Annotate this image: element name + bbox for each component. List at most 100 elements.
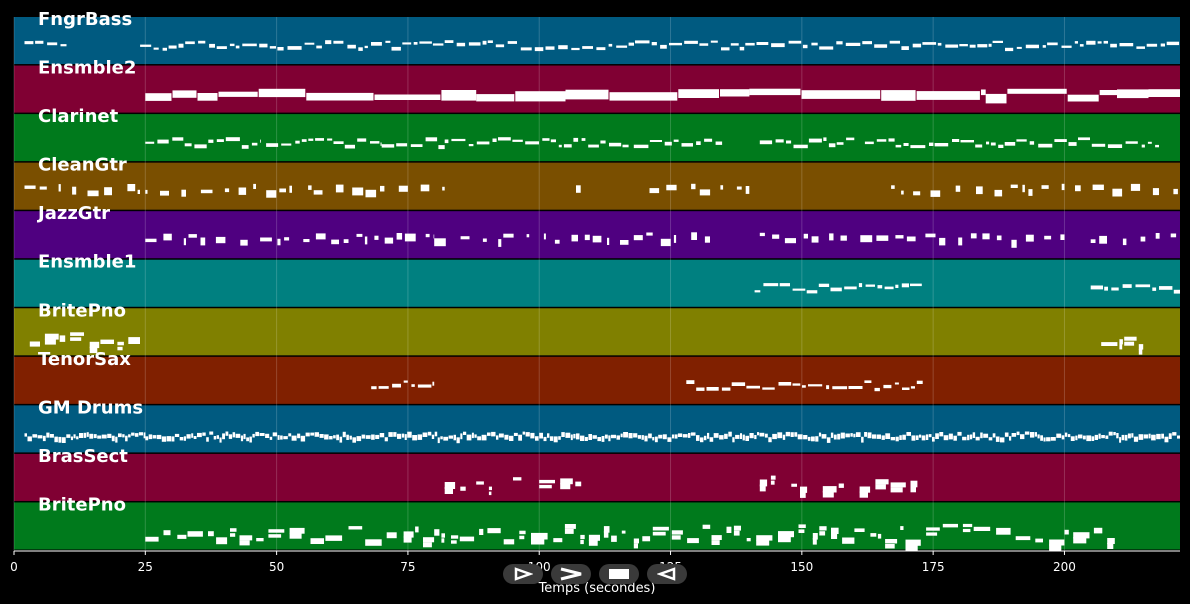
note xyxy=(611,434,616,439)
note xyxy=(1015,536,1031,541)
note xyxy=(986,141,990,145)
note xyxy=(365,539,382,546)
note xyxy=(97,435,102,439)
note xyxy=(186,434,191,439)
note xyxy=(1119,339,1123,345)
note xyxy=(1107,538,1115,544)
note xyxy=(588,539,598,546)
note xyxy=(845,42,861,46)
note xyxy=(530,432,535,439)
note xyxy=(542,138,550,141)
note xyxy=(371,42,382,46)
note xyxy=(375,434,380,439)
note xyxy=(967,434,970,441)
note xyxy=(939,432,944,437)
note xyxy=(58,436,62,443)
note xyxy=(1049,544,1062,551)
note xyxy=(842,537,855,544)
note xyxy=(87,190,99,197)
note xyxy=(988,437,993,441)
note xyxy=(823,137,827,141)
note xyxy=(1107,543,1114,549)
note xyxy=(166,436,171,442)
note xyxy=(197,432,202,438)
note xyxy=(488,491,492,496)
note xyxy=(325,40,332,45)
note xyxy=(905,539,921,546)
note xyxy=(525,141,539,145)
track-band xyxy=(14,308,1180,356)
note xyxy=(937,42,942,46)
note xyxy=(1111,287,1119,291)
note xyxy=(791,483,797,487)
note xyxy=(1024,431,1030,435)
note xyxy=(441,538,445,543)
next-button[interactable] xyxy=(551,564,591,584)
note xyxy=(1119,344,1123,350)
note xyxy=(380,142,382,146)
note xyxy=(711,540,720,545)
note xyxy=(145,238,157,243)
note xyxy=(1011,433,1017,437)
x-axis-title: Temps (secondes) xyxy=(538,581,656,596)
note xyxy=(658,434,663,439)
note xyxy=(860,235,873,243)
note xyxy=(535,436,539,441)
note xyxy=(325,535,343,541)
note xyxy=(596,47,606,51)
note xyxy=(283,436,288,440)
note xyxy=(608,43,613,47)
note xyxy=(526,234,530,238)
note xyxy=(584,234,590,241)
note xyxy=(845,433,850,438)
note xyxy=(339,436,343,443)
note xyxy=(235,433,241,438)
note xyxy=(688,433,691,438)
note xyxy=(1138,434,1144,440)
note xyxy=(230,528,237,532)
note xyxy=(289,185,292,193)
note xyxy=(1073,537,1087,544)
note xyxy=(543,436,547,442)
note xyxy=(811,42,818,46)
stop-button[interactable] xyxy=(599,564,639,584)
note xyxy=(1090,285,1103,290)
note xyxy=(140,44,152,47)
note xyxy=(287,46,302,50)
note xyxy=(808,384,823,387)
note xyxy=(1067,434,1071,438)
note xyxy=(715,141,723,145)
note xyxy=(47,42,58,46)
note xyxy=(1116,433,1119,439)
note xyxy=(934,143,949,147)
note xyxy=(916,380,923,384)
note xyxy=(992,40,1003,43)
note xyxy=(1155,233,1160,239)
note xyxy=(229,43,235,47)
note xyxy=(969,434,973,440)
track-band xyxy=(14,17,1180,65)
note xyxy=(1146,43,1158,47)
note xyxy=(1043,437,1046,442)
note xyxy=(403,536,412,543)
note xyxy=(427,431,432,436)
tracks-group xyxy=(14,17,1180,550)
note xyxy=(148,434,153,440)
note xyxy=(910,485,916,493)
note xyxy=(1075,185,1081,192)
note xyxy=(910,283,922,287)
note xyxy=(444,487,453,494)
note xyxy=(772,234,780,239)
note xyxy=(836,41,843,45)
play-backward-button[interactable] xyxy=(647,564,687,584)
note xyxy=(903,143,909,146)
note xyxy=(216,46,227,49)
note xyxy=(848,386,863,389)
note xyxy=(628,433,633,439)
note xyxy=(451,540,457,544)
play-forward-button[interactable] xyxy=(503,564,543,584)
note xyxy=(403,531,414,538)
note xyxy=(468,144,474,147)
note xyxy=(1135,284,1151,288)
note xyxy=(1122,238,1127,246)
